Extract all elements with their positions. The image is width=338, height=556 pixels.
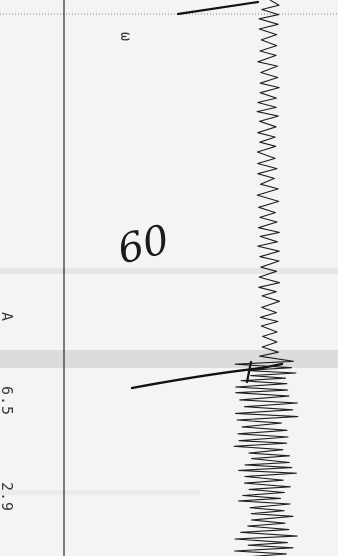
scan-band <box>0 268 338 274</box>
marker-top-label: ω <box>117 31 136 43</box>
label-a: A <box>0 312 16 322</box>
ecg-waveform <box>233 0 299 556</box>
pen-stroke-middle <box>130 362 284 390</box>
label-value-1: 6.5 <box>0 385 17 417</box>
pen-stroke-top <box>176 0 260 16</box>
scan-band-dark <box>0 350 338 368</box>
scan-band <box>0 490 200 495</box>
label-value-2: 2.9 <box>0 481 17 513</box>
